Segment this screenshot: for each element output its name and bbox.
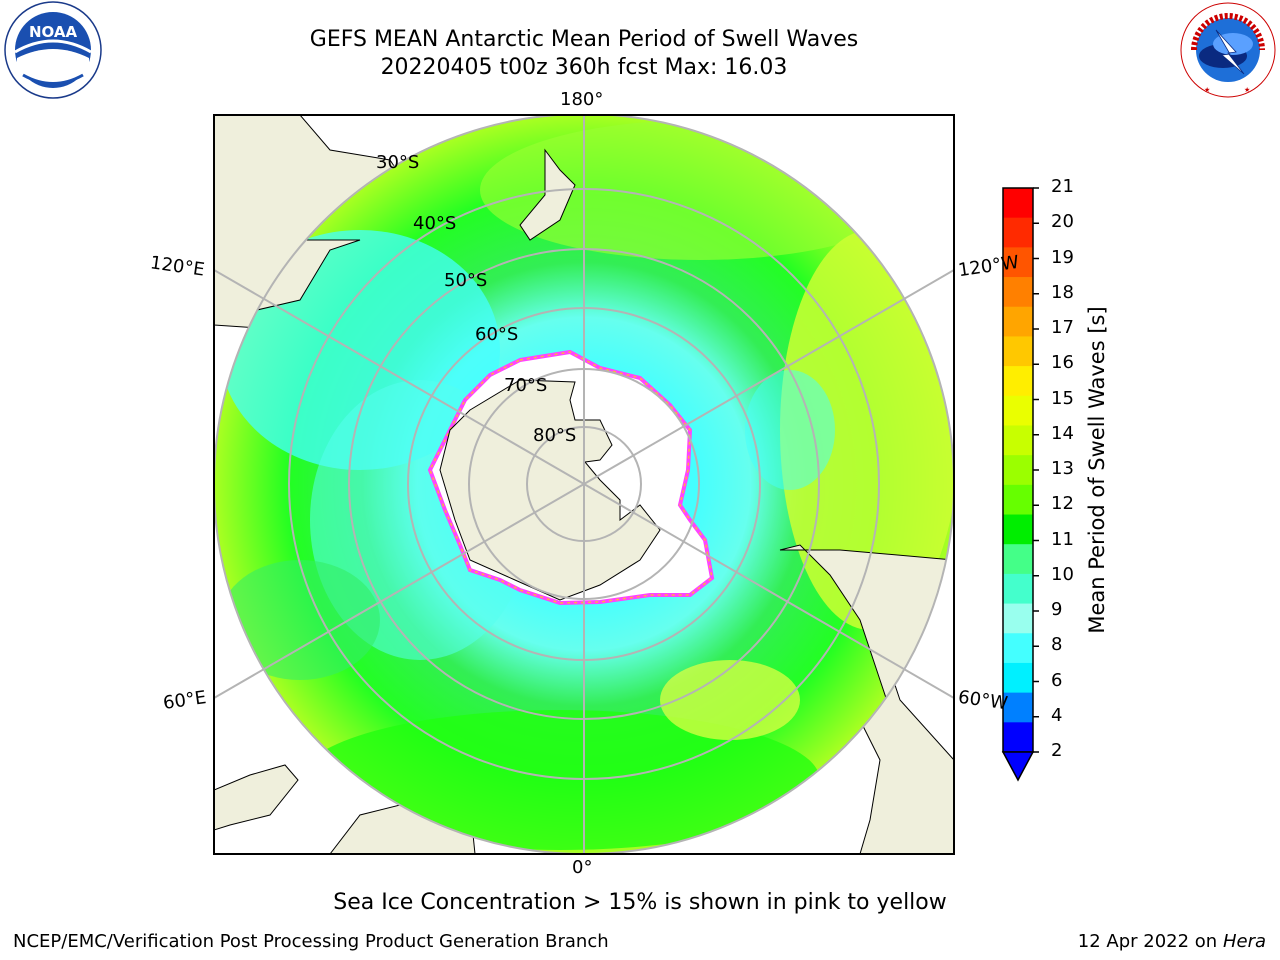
lat-label-40s: 40°S <box>413 213 457 234</box>
noaa-logo: NOAA <box>4 1 102 99</box>
lat-label-70s: 70°S <box>504 375 548 396</box>
svg-text:NOAA: NOAA <box>29 23 78 41</box>
colorbar-segment <box>1003 247 1033 278</box>
map-frame <box>213 114 955 855</box>
plot-subtitle: 20220405 t00z 360h fcst Max: 16.03 <box>380 55 788 80</box>
colorbar-segment <box>1003 633 1033 664</box>
footer-host: Hera <box>1222 931 1266 952</box>
lat-label-50s: 50°S <box>444 270 488 291</box>
colorbar-segment <box>1003 306 1033 337</box>
colorbar-tick-label: 9 <box>1051 599 1063 620</box>
colorbar-tick-label: 13 <box>1051 458 1074 479</box>
nws-logo: ★ ★ <box>1180 2 1276 98</box>
colorbar-segment <box>1003 395 1033 426</box>
colorbar-tick-label: 8 <box>1051 634 1063 656</box>
lat-label-80s: 80°S <box>533 425 577 446</box>
colorbar-tick-label: 21 <box>1051 176 1074 197</box>
colorbar-tick-label: 14 <box>1051 422 1074 444</box>
colorbar-tick-label: 15 <box>1051 387 1074 409</box>
colorbar-segment <box>1003 662 1033 694</box>
colorbar <box>1001 187 1039 782</box>
colorbar-extend-arrow <box>1001 751 1035 782</box>
sea-ice-note: Sea Ice Concentration > 15% is shown in … <box>333 890 947 915</box>
graticule <box>214 115 954 854</box>
colorbar-segment <box>1003 514 1033 545</box>
svg-text:★: ★ <box>1244 86 1250 94</box>
colorbar-segment <box>1003 544 1033 575</box>
colorbar-tick-label: 17 <box>1051 317 1074 338</box>
colorbar-segment <box>1003 366 1033 397</box>
footer-date: 12 Apr 2022 on Hera <box>1077 931 1266 952</box>
plot-title: GEFS MEAN Antarctic Mean Period of Swell… <box>309 27 859 52</box>
colorbar-segment <box>1003 217 1033 248</box>
colorbar-tick-label: 16 <box>1051 352 1074 374</box>
colorbar-label: Mean Period of Swell Waves [s] <box>1085 306 1109 634</box>
colorbar-segment <box>1003 692 1033 723</box>
colorbar-tick-label: 20 <box>1051 211 1074 233</box>
colorbar-tick-label: 11 <box>1051 528 1074 550</box>
colorbar-segment <box>1003 484 1033 516</box>
colorbar-tick-label: 12 <box>1051 493 1074 515</box>
footer-credit: NCEP/EMC/Verification Post Processing Pr… <box>13 931 609 952</box>
lat-label-60s: 60°S <box>475 324 519 345</box>
svg-text:★: ★ <box>1204 86 1210 94</box>
colorbar-segment <box>1003 573 1033 605</box>
colorbar-tick-label: 19 <box>1051 246 1074 268</box>
colorbar-segment <box>1003 277 1033 308</box>
colorbar-segment <box>1003 336 1033 367</box>
colorbar-segment <box>1003 455 1033 486</box>
colorbar-segment <box>1003 188 1033 219</box>
lon-label-180: 180° <box>560 89 604 110</box>
colorbar-segment <box>1003 722 1033 753</box>
colorbar-tick-label: 2 <box>1051 740 1063 761</box>
colorbar-tick-label: 10 <box>1051 563 1074 585</box>
colorbar-tick-label: 4 <box>1051 704 1063 726</box>
colorbar-segment <box>1003 425 1033 456</box>
lon-label-0: 0° <box>572 857 593 878</box>
lat-label-30s: 30°S <box>376 152 420 173</box>
colorbar-tick-label: 6 <box>1051 669 1063 691</box>
colorbar-segment <box>1003 603 1033 634</box>
colorbar-tick-label: 18 <box>1051 281 1074 303</box>
